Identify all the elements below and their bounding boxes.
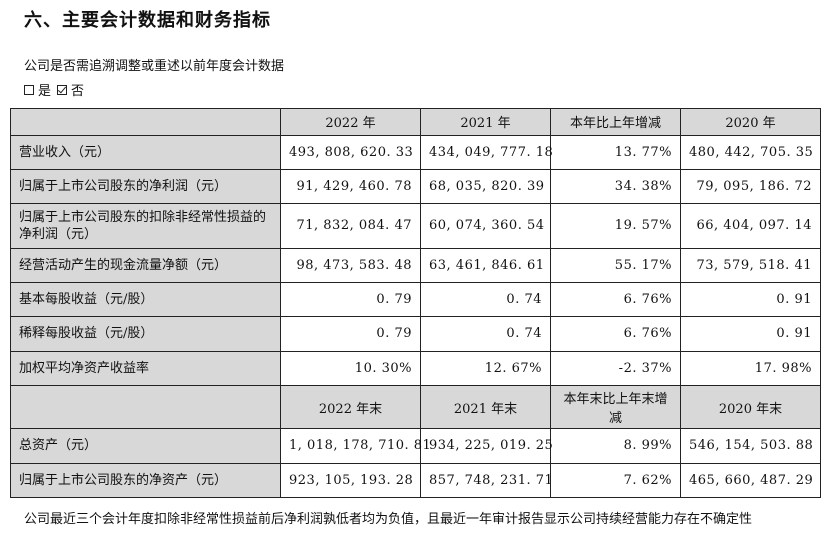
value-cell: 79, 095, 186. 72: [680, 168, 821, 205]
value-cell: 66, 404, 097. 14: [680, 203, 821, 249]
value-cell: 17. 98%: [680, 350, 821, 386]
table-row: 总资产（元） 1, 018, 178, 710. 81 934, 225, 019.…: [10, 428, 821, 464]
header-cell: 2020 年: [680, 108, 821, 136]
value-cell: 12. 67%: [420, 350, 551, 386]
value-cell: 546, 154, 503. 88: [680, 428, 821, 464]
value-cell: 7. 62%: [550, 462, 681, 499]
header-cell: 2021 年: [420, 108, 551, 136]
table-row: 加权平均净资产收益率 10. 30% 12. 67% -2. 37% 17. 98%: [10, 350, 821, 386]
table-row: 归属于上市公司股东的净利润（元） 91, 429, 460. 78 68, 035,…: [10, 168, 821, 205]
table-row: 归属于上市公司股东的净资产（元） 923, 105, 193. 28 857, 74…: [10, 462, 821, 499]
row-label: 营业收入（元）: [10, 134, 281, 170]
table-row: 归属于上市公司股东的扣除非经常性损益的净利润（元） 71, 832, 084. 4…: [10, 203, 821, 249]
row-label: 稀释每股收益（元/股）: [10, 316, 281, 352]
row-label: 加权平均净资产收益率: [10, 350, 281, 386]
row-label: 归属于上市公司股东的扣除非经常性损益的净利润（元）: [10, 203, 281, 249]
table-header-year-end: 2022 年末 2021 年末 本年末比上年末增减 2020 年末: [10, 384, 821, 430]
row-label: 总资产（元）: [10, 428, 281, 464]
section-title: 六、主要会计数据和财务指标: [24, 10, 271, 31]
value-cell: 6. 76%: [550, 281, 681, 318]
option-no[interactable]: 否: [57, 80, 84, 99]
header-cell: 2022 年: [280, 108, 421, 136]
row-label: 基本每股收益（元/股）: [10, 281, 281, 318]
row-label: 归属于上市公司股东的净资产（元）: [10, 462, 281, 499]
value-cell: 857, 748, 231. 71: [420, 462, 553, 499]
value-cell: 0. 91: [680, 281, 821, 318]
restatement-options: 是 否: [24, 80, 84, 99]
value-cell: 8. 99%: [550, 428, 681, 464]
option-yes-label: 是: [38, 84, 52, 99]
footnote: 公司最近三个会计年度扣除非经常性损益前后净利润孰低者均为负值，且最近一年审计报告…: [24, 512, 753, 527]
option-yes[interactable]: 是: [24, 80, 51, 99]
value-cell: 480, 442, 705. 35: [680, 134, 821, 170]
header-cell: 2021 年末: [420, 384, 551, 430]
table-row: 稀释每股收益（元/股） 0. 79 0. 74 6. 76% 0. 91: [10, 316, 821, 352]
value-cell: 493, 808, 620. 33: [280, 134, 421, 170]
table-row: 基本每股收益（元/股） 0. 79 0. 74 6. 76% 0. 91: [10, 281, 821, 318]
checkbox-yes[interactable]: [24, 84, 34, 95]
value-cell: 0. 79: [280, 316, 421, 352]
financial-indicators-table: 2022 年 2021 年本年比上年增减 2020 年营业收入（元） 493, 808…: [10, 108, 821, 499]
option-no-label: 否: [71, 84, 85, 99]
value-cell: 55. 17%: [550, 247, 681, 283]
table-header-annual: 2022 年 2021 年本年比上年增减 2020 年: [10, 108, 821, 136]
restatement-question: 公司是否需追溯调整或重述以前年度会计数据: [24, 59, 285, 74]
value-cell: 6. 76%: [550, 316, 681, 352]
value-cell: 91, 429, 460. 78: [280, 168, 421, 205]
row-label: 归属于上市公司股东的净利润（元）: [10, 168, 281, 205]
value-cell: 465, 660, 487. 29: [680, 462, 821, 499]
value-cell: 98, 473, 583. 48: [280, 247, 421, 283]
value-cell: 1, 018, 178, 710. 81: [280, 428, 431, 464]
value-cell: 63, 461, 846. 61: [420, 247, 551, 283]
header-cell: 本年末比上年末增减: [550, 384, 681, 430]
table-row: 经营活动产生的现金流量净额（元） 98, 473, 583. 48 63, 461,…: [10, 247, 821, 283]
header-cell: [10, 384, 281, 430]
value-cell: 0. 74: [420, 281, 551, 318]
value-cell: 19. 57%: [550, 203, 681, 249]
header-cell: 本年比上年增减: [550, 108, 681, 136]
header-cell: 2020 年末: [680, 384, 821, 430]
value-cell: 73, 579, 518. 41: [680, 247, 821, 283]
value-cell: 68, 035, 820. 39: [420, 168, 551, 205]
value-cell: 60, 074, 360. 54: [420, 203, 551, 249]
value-cell: 0. 91: [680, 316, 821, 352]
header-cell: 2022 年末: [280, 384, 421, 430]
value-cell: 10. 30%: [280, 350, 421, 386]
checkbox-no[interactable]: [57, 84, 68, 95]
table-row: 营业收入（元） 493, 808, 620. 33 434, 049, 777. 1…: [10, 134, 821, 170]
row-label: 经营活动产生的现金流量净额（元）: [10, 247, 281, 283]
value-cell: 13. 77%: [550, 134, 681, 170]
header-cell: [10, 108, 281, 136]
value-cell: 0. 79: [280, 281, 421, 318]
value-cell: -2. 37%: [550, 350, 681, 386]
value-cell: 34. 38%: [550, 168, 681, 205]
value-cell: 934, 225, 019. 25: [420, 428, 553, 464]
value-cell: 0. 74: [420, 316, 551, 352]
value-cell: 71, 832, 084. 47: [280, 203, 421, 249]
value-cell: 923, 105, 193. 28: [280, 462, 421, 499]
value-cell: 434, 049, 777. 18: [420, 134, 553, 170]
